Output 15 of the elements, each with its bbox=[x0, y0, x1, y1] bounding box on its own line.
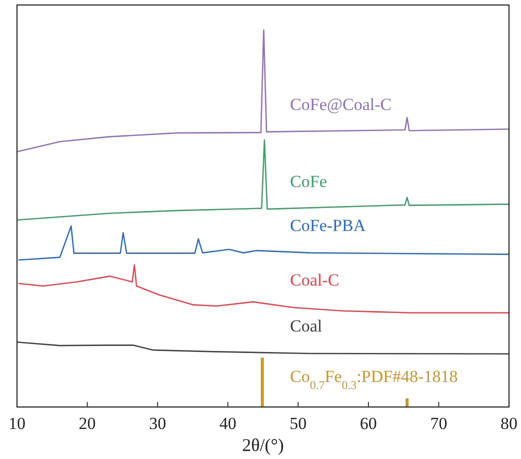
x-tick-label: 70 bbox=[430, 414, 448, 433]
series-label: Coal bbox=[290, 316, 322, 336]
x-tick-label: 40 bbox=[219, 414, 236, 433]
x-tick-label: 80 bbox=[500, 414, 518, 433]
x-tick-label: 10 bbox=[8, 414, 26, 433]
series-label: CoFe@Coal-C bbox=[290, 94, 392, 114]
x-tick-label: 60 bbox=[360, 414, 377, 433]
series-label: CoFe bbox=[290, 172, 327, 192]
x-axis-title: 2θ/(°) bbox=[242, 435, 284, 455]
series-label: CoFe-PBA bbox=[290, 216, 366, 235]
x-tick-label: 30 bbox=[149, 414, 166, 433]
x-tick-label: 20 bbox=[78, 414, 96, 433]
series-label: Coal-C bbox=[290, 270, 340, 290]
x-tick-label: 50 bbox=[290, 414, 307, 433]
series-label: Co$_{0.7}$Fe$_{0.3}$:PDF#48-1818 bbox=[290, 367, 458, 392]
